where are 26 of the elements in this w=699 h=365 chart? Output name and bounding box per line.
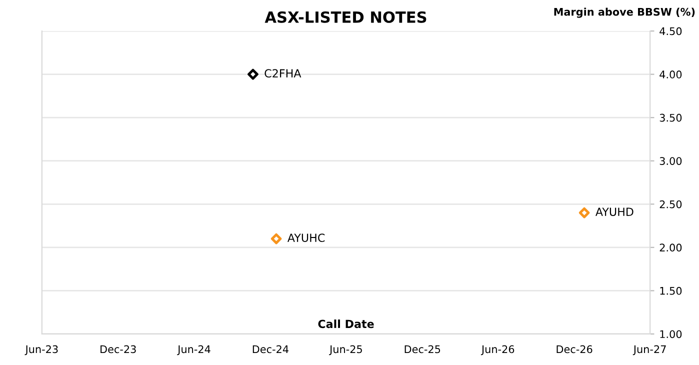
- x-tick-label: Jun-25: [329, 345, 362, 356]
- series-label: AYUHD: [596, 208, 634, 216]
- y-tick-label: 1.50: [660, 286, 682, 295]
- y-tick-label: 4.00: [660, 70, 682, 78]
- point: [270, 233, 282, 244]
- x-tick-label: Dec-25: [404, 345, 440, 354]
- x-tick-label: Jun-26: [480, 345, 514, 356]
- point: [578, 207, 590, 218]
- y-tick-label: 3.00: [660, 157, 682, 165]
- x-tick-label: Jun-23: [24, 345, 58, 356]
- x-tick-label: Jun-27: [632, 345, 666, 356]
- x-axis-title: Call Date: [318, 320, 374, 328]
- y-axis-title: Margin above BBSW (%): [554, 8, 695, 18]
- x-tick-label: Dec-24: [252, 345, 288, 354]
- x-tick-label: Dec-23: [100, 345, 136, 354]
- y-tick-label: 3.50: [660, 114, 682, 122]
- y-tick-label: 2.00: [660, 244, 682, 252]
- x-tick-label: Dec-26: [556, 345, 592, 354]
- y-tick-label: 1.00: [660, 330, 682, 338]
- series-label: C2FHA: [264, 69, 302, 78]
- y-tick-label: 4.50: [660, 27, 682, 36]
- x-tick-label: Jun-24: [177, 345, 210, 356]
- y-tick-label: 2.50: [660, 200, 682, 208]
- point: [248, 68, 258, 80]
- series-label: AYUHC: [287, 234, 325, 242]
- chart-title: ASX-LISTED NOTES: [264, 11, 426, 23]
